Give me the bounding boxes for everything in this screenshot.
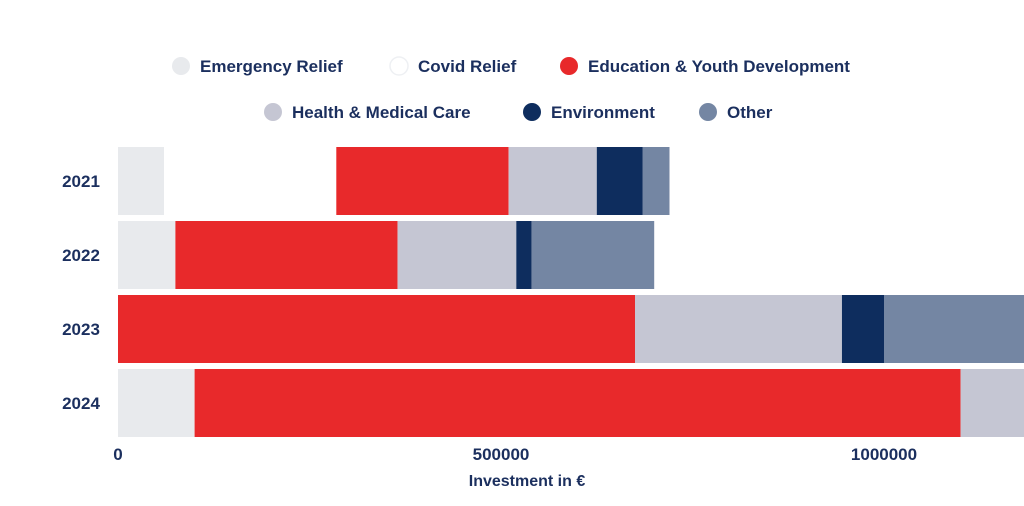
bar-2021-covid-relief xyxy=(164,147,337,215)
chart-legend: Emergency Relief Covid Relief Education & … xyxy=(172,56,850,122)
y-tick-label: 2023 xyxy=(62,320,100,339)
bar-2022-health-and-medical-care xyxy=(397,221,517,289)
bar-2024-emergency-relief xyxy=(118,369,195,437)
legend-swatch xyxy=(389,56,409,76)
bar-2021-education-and-youth-development xyxy=(336,147,509,215)
x-tick-label: 0 xyxy=(113,445,122,464)
bar-2024-education-and-youth-development xyxy=(194,369,961,437)
legend-swatch xyxy=(699,103,717,121)
legend-label: Other xyxy=(727,103,773,122)
legend-swatch xyxy=(172,57,190,75)
bar-2022-emergency-relief xyxy=(118,221,176,289)
bar-2024-health-and-medical-care xyxy=(960,369,1024,437)
bar-2021-health-and-medical-care xyxy=(508,147,597,215)
legend-label: Environment xyxy=(551,103,655,122)
x-axis-ticks: 050000010000001500000 xyxy=(113,445,917,464)
x-tick-label: 1000000 xyxy=(851,445,917,464)
legend-item-education-and-youth-development: Education & Youth Development xyxy=(560,57,850,76)
bar-2023-education-and-youth-development xyxy=(118,295,635,363)
y-tick-label: 2022 xyxy=(62,246,100,265)
legend-swatch xyxy=(560,57,578,75)
legend-item-other: Other xyxy=(699,103,773,122)
bar-2023-other xyxy=(884,295,1024,363)
x-tick-label: 500000 xyxy=(473,445,530,464)
y-tick-label: 2024 xyxy=(62,394,100,413)
legend-label: Covid Relief xyxy=(418,57,517,76)
bar-2021-environment xyxy=(596,147,643,215)
legend-item-emergency-relief: Emergency Relief xyxy=(172,57,343,76)
legend-label: Emergency Relief xyxy=(200,57,343,76)
legend-item-covid-relief: Covid Relief xyxy=(389,56,517,76)
y-axis-labels: 2021 2022 2023 2024 xyxy=(62,172,100,413)
bars xyxy=(118,147,1024,437)
bar-2023-health-and-medical-care xyxy=(635,295,842,363)
bar-2021-other xyxy=(642,147,670,215)
legend-item-health-and-medical-care: Health & Medical Care xyxy=(264,103,471,122)
legend-item-environment: Environment xyxy=(523,103,655,122)
legend-swatch xyxy=(264,103,282,121)
legend-swatch xyxy=(523,103,541,121)
bar-2022-education-and-youth-development xyxy=(175,221,398,289)
x-axis-title: Investment in € xyxy=(469,473,586,490)
legend-label: Education & Youth Development xyxy=(588,57,850,76)
bar-2021-emergency-relief xyxy=(118,147,164,215)
y-tick-label: 2021 xyxy=(62,172,100,191)
bar-2023-environment xyxy=(841,295,884,363)
bar-2022-environment xyxy=(516,221,532,289)
legend-label: Health & Medical Care xyxy=(292,103,471,122)
bar-2022-other xyxy=(531,221,655,289)
